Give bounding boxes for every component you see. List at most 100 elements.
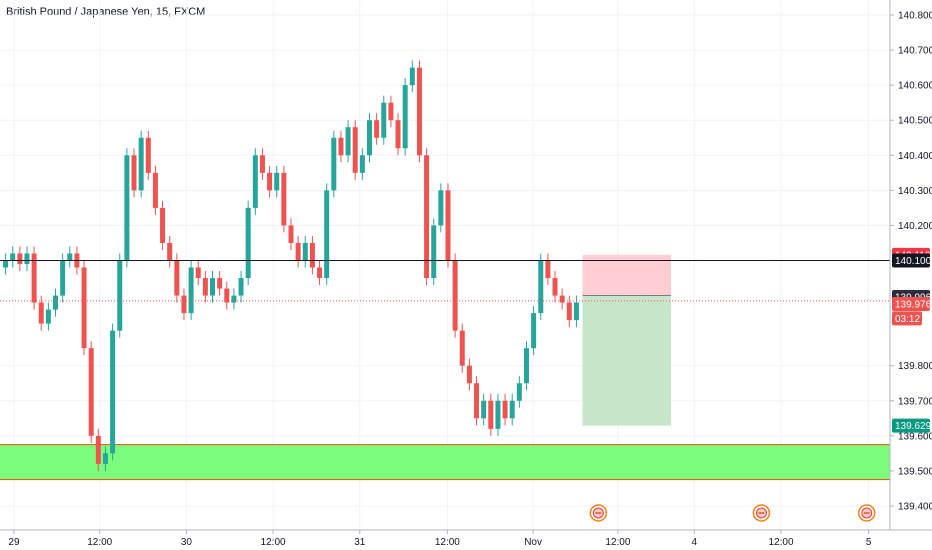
candle-body (31, 253, 37, 303)
x-axis: 29 12:00 30 12:00 31 12:00 Nov 12:00 4 12:00 5 (0, 529, 932, 548)
y-axis: 140.800 140.700 140.600 140.500 140.400 140.3… (889, 0, 932, 530)
candles (3, 60, 579, 471)
candle-body (81, 267, 87, 349)
event-markers[interactable] (589, 504, 876, 522)
candle-body (195, 267, 201, 279)
candle-body (566, 302, 572, 321)
candle-body (67, 253, 73, 261)
candle-body (238, 278, 244, 296)
x-tick-label: 30 (181, 537, 193, 548)
candle-body (552, 278, 558, 296)
candle-body (438, 190, 444, 226)
stop-loss-zone (582, 254, 672, 296)
x-tick-label: 12:00 (435, 537, 460, 548)
price-badge (892, 418, 930, 433)
candle-body (174, 260, 180, 296)
candle-body (531, 313, 537, 349)
y-tick-label: 140.800 (898, 11, 932, 22)
candle-body (95, 435, 101, 464)
lines (0, 259, 890, 302)
take-profit-zone (582, 295, 672, 426)
price-badge (892, 253, 930, 268)
candle-body (402, 85, 408, 149)
candle-body (381, 102, 387, 138)
candle-body (409, 67, 415, 86)
y-tick-label: 139.400 (898, 501, 932, 512)
candle-body (53, 295, 59, 310)
candle-body (102, 453, 108, 464)
candle-body (474, 383, 480, 419)
candle-body (210, 278, 216, 296)
candle-body (295, 242, 301, 261)
candle-body (509, 400, 515, 419)
x-tick-label: 29 (8, 537, 20, 548)
candle-body (488, 400, 494, 429)
price-badge-label: 140.100 (895, 256, 932, 267)
candle-body (523, 348, 529, 384)
y-tick-label: 140.300 (898, 186, 932, 197)
candle-body (131, 155, 137, 191)
candle-body (252, 155, 258, 208)
candle-body (117, 260, 123, 331)
candle-body (338, 137, 344, 156)
candle-body (181, 295, 187, 314)
y-tick-label: 139.700 (898, 396, 932, 407)
candle-body (502, 400, 508, 419)
y-tick-label: 139.500 (898, 466, 932, 477)
candle-body (395, 120, 401, 149)
candle-body (3, 260, 9, 268)
x-tick-label: 31 (354, 537, 366, 548)
candle-body (538, 260, 544, 314)
candle-body (45, 309, 51, 324)
y-tick-label: 140.500 (898, 116, 932, 127)
candle-body (24, 253, 30, 264)
candle-body (281, 172, 287, 226)
x-tick-label: 12:00 (261, 537, 286, 548)
candle-body (331, 137, 337, 191)
x-tick-label: 12:00 (87, 537, 112, 548)
candle-body (431, 225, 437, 279)
candle-body (416, 67, 422, 156)
candle-body (288, 225, 294, 243)
y-tick-label: 140.200 (898, 221, 932, 232)
candle-body (359, 155, 365, 173)
candle-body (124, 155, 130, 261)
candle-body (202, 278, 208, 296)
candle-body (274, 172, 280, 191)
candle-body (466, 365, 472, 384)
x-tick-label: 12:00 (769, 537, 794, 548)
price-badge-label: 139.629 (895, 421, 932, 432)
y-tick-label: 140.700 (898, 46, 932, 57)
y-tick-label: 139.600 (898, 431, 932, 442)
zones (0, 254, 890, 481)
candle-body (152, 172, 158, 208)
y-tick-label: 140.600 (898, 81, 932, 92)
candle-body (459, 330, 465, 366)
candle-body (138, 137, 144, 191)
candle-body (224, 288, 230, 303)
candle-body (481, 400, 487, 419)
candle-body (188, 267, 194, 314)
candle-body (559, 295, 565, 303)
candle-body (231, 295, 237, 303)
candle-body (309, 242, 315, 268)
candle-body (38, 302, 44, 324)
candle-body (516, 383, 522, 401)
candle-body (217, 278, 223, 289)
candle-body (167, 242, 173, 261)
x-tick-label: 4 (692, 537, 698, 548)
candle-body (374, 120, 380, 138)
candle-body (17, 253, 23, 264)
candle-body (88, 348, 94, 436)
x-tick-label: 5 (866, 537, 872, 548)
candle-body (317, 267, 323, 279)
candle-body (452, 260, 458, 331)
x-tick-label: 12:00 (605, 537, 630, 548)
support-zone (0, 444, 890, 480)
candle-body (573, 302, 579, 321)
y-tick-label: 140.400 (898, 151, 932, 162)
candle-body (259, 155, 265, 173)
price-badge (892, 296, 930, 311)
candle-body (145, 137, 151, 173)
